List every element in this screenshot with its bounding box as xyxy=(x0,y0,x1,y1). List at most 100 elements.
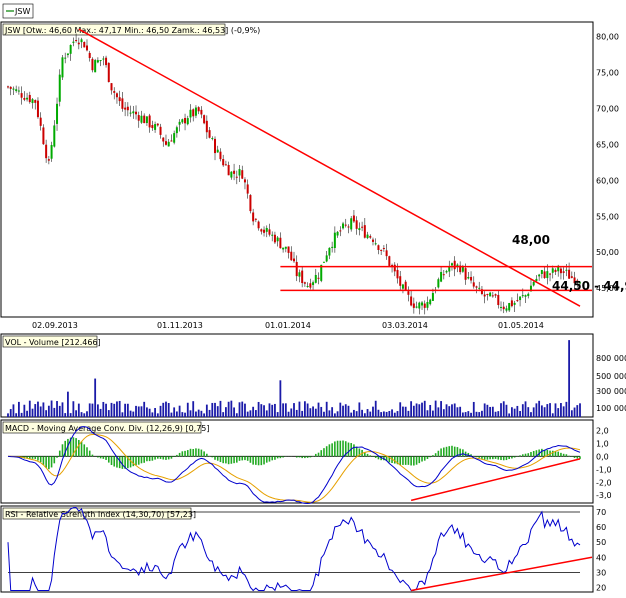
volume-bar xyxy=(247,412,249,417)
macd-histogram-bar xyxy=(301,456,303,458)
macd-histogram-bar xyxy=(97,456,99,457)
volume-bar xyxy=(241,402,243,417)
volume-bar xyxy=(508,413,510,417)
macd-histogram-bar xyxy=(508,456,510,459)
candle-body xyxy=(72,42,74,43)
volume-bar xyxy=(119,401,121,417)
candle-body xyxy=(484,295,486,297)
candle-body xyxy=(443,274,445,275)
macd-histogram-bar xyxy=(326,446,328,456)
candle-body xyxy=(239,169,241,175)
candle-body xyxy=(475,286,477,287)
price-tick: 80,00 xyxy=(596,32,619,41)
candle-body xyxy=(121,98,123,108)
candle-body xyxy=(124,108,126,110)
macd-histogram-bar xyxy=(323,448,325,456)
macd-histogram-bar xyxy=(555,452,557,457)
macd-histogram-bar xyxy=(446,447,448,457)
macd-histogram-bar xyxy=(86,447,88,456)
volume-bar xyxy=(285,403,287,417)
volume-bar xyxy=(462,413,464,417)
macd-histogram-bar xyxy=(356,447,358,457)
macd-yaxis: 2,0 1,0 0,0 -1,0 -2,0 -3,0 xyxy=(596,426,612,500)
macd-histogram-bar xyxy=(252,456,254,464)
candle-body xyxy=(59,75,61,102)
candle-body xyxy=(361,227,363,228)
volume-bar xyxy=(364,413,366,417)
macd-histogram-bar xyxy=(566,454,568,456)
macd-histogram-bar xyxy=(334,441,336,456)
volume-bar xyxy=(383,411,385,417)
volume-bar xyxy=(288,412,290,417)
candle-body xyxy=(244,179,246,182)
volume-yaxis: 800 000 500 000 300 000 100 000 xyxy=(596,354,626,413)
candle-body xyxy=(268,229,270,234)
volume-bar xyxy=(122,412,124,417)
macd-histogram-bar xyxy=(337,441,339,457)
volume-bar xyxy=(116,401,118,417)
candle-body xyxy=(353,215,355,221)
volume-bar xyxy=(367,409,369,417)
volume-bar xyxy=(277,412,279,417)
macd-histogram-bar xyxy=(476,456,478,457)
volume-bar xyxy=(361,410,363,417)
macd-histogram-bar xyxy=(173,456,175,457)
macd-histogram-bar xyxy=(405,456,407,465)
volume-bar xyxy=(230,401,232,417)
volume-bar xyxy=(574,408,576,417)
candle-body xyxy=(187,118,189,124)
volume-bar xyxy=(408,411,410,417)
volume-bar xyxy=(171,413,173,417)
x-tick-label: 03.03.2014 xyxy=(382,321,428,330)
volume-bar xyxy=(500,403,502,417)
macd-histogram-bar xyxy=(187,450,189,456)
candle-body xyxy=(127,107,129,110)
volume-bar xyxy=(443,409,445,417)
candle-body xyxy=(544,271,546,278)
macd-tick: 2,0 xyxy=(596,426,609,435)
macd-histogram-bar xyxy=(32,456,34,459)
volume-bar xyxy=(290,408,292,417)
volume-bar xyxy=(538,401,540,417)
candle-body xyxy=(263,230,265,233)
candle-body xyxy=(298,272,300,276)
candle-body xyxy=(451,263,453,265)
candle-body xyxy=(78,43,80,45)
candle-body xyxy=(410,296,412,305)
rsi-info: RSI - Relative Strength Index (14,30,70)… xyxy=(5,510,196,519)
volume-bar xyxy=(29,401,31,417)
candle-body xyxy=(132,111,134,113)
volume-bar xyxy=(544,407,546,417)
candle-body xyxy=(61,57,63,77)
candle-body xyxy=(184,118,186,123)
candle-body xyxy=(546,271,548,278)
volume-bar xyxy=(111,403,113,417)
macd-histogram-bar xyxy=(157,456,159,458)
macd-histogram-bar xyxy=(201,450,203,457)
price-yaxis: 80,00 75,00 70,00 65,00 60,00 55,00 50,0… xyxy=(596,32,619,293)
volume-bar xyxy=(527,407,529,417)
candle-body xyxy=(356,220,358,229)
macd-histogram-bar xyxy=(271,456,273,460)
macd-histogram-bar xyxy=(299,456,301,457)
volume-bar xyxy=(165,402,167,417)
volume-bar xyxy=(184,413,186,417)
volume-tick: 100 000 xyxy=(596,404,626,413)
volume-bar xyxy=(94,379,96,417)
volume-bar xyxy=(252,407,254,417)
macd-histogram-bar xyxy=(331,443,333,456)
candle-body xyxy=(440,272,442,282)
volume-bar xyxy=(255,410,257,417)
candle-body xyxy=(249,195,251,211)
volume-bar xyxy=(388,411,390,417)
macd-histogram-bar xyxy=(34,456,36,459)
volume-bar xyxy=(72,401,74,417)
candle-body xyxy=(154,124,156,130)
macd-tick: -2,0 xyxy=(596,478,612,487)
volume-bar xyxy=(100,409,102,417)
candle-body xyxy=(285,247,287,249)
candle-body xyxy=(222,159,224,165)
macd-histogram-bar xyxy=(37,456,39,460)
legend-box: JSW xyxy=(3,4,33,18)
